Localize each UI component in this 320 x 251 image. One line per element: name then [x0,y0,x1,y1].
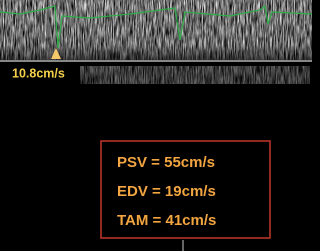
ultrasound-view: 10.8cm/s PSV = 55cm/s EDV = 19cm/s TAM =… [0,0,312,251]
measurement: EDV = 19cm/s [117,183,216,200]
marker-label: 10.8cm/s [12,66,65,80]
page: Doppler {"marker_label": "10.8cm/s", "me… [0,0,320,251]
measurement: PSV = 55cm/s [117,154,215,171]
body: 10.8cm/s PSV = 55cm/s EDV = 19cm/s TAM =… [0,0,320,251]
reverse-echo [80,66,310,84]
measurement: TAM = 41cm/s [117,212,216,229]
